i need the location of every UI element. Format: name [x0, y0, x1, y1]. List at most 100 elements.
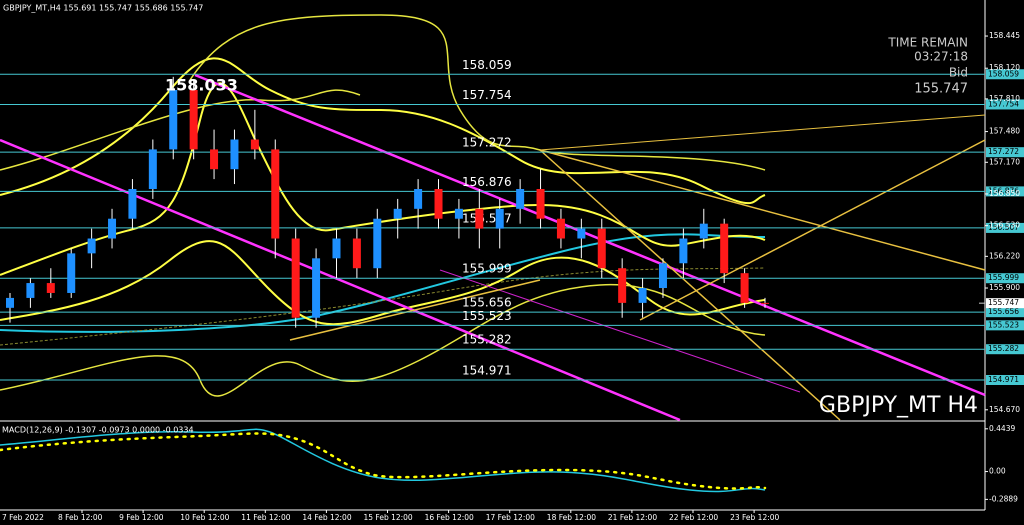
macd-tick-label: 0.00: [989, 467, 1006, 476]
time-remain: 03:27:18: [914, 50, 968, 64]
level-tag-label: 155.523: [988, 320, 1019, 329]
macd-line: [0, 428, 766, 493]
level-tag: [986, 320, 1024, 331]
candle-body: [536, 189, 545, 219]
x-tick-label: 16 Feb 12:00: [425, 513, 474, 522]
candle-body: [658, 263, 667, 289]
candle-body: [556, 218, 565, 239]
level-tag: [986, 99, 1024, 110]
candles: [6, 76, 769, 328]
y-tick-label: 158.120: [989, 63, 1020, 72]
channel-line: [194, 73, 986, 397]
x-tick-label: 10 Feb 12:00: [180, 513, 229, 522]
trend-line: [639, 139, 986, 321]
candle-body: [128, 189, 137, 219]
high-label: 158.033: [165, 76, 238, 95]
x-tick-label: 11 Feb 12:00: [241, 513, 290, 522]
y-tick-label: 156.220: [989, 251, 1020, 260]
level-label: 155.282: [462, 333, 512, 347]
candle-body: [577, 228, 586, 239]
candle-body: [189, 90, 198, 150]
level-label: 155.656: [462, 296, 512, 310]
candle-body: [373, 218, 382, 269]
candle-body: [740, 273, 749, 303]
candle-body: [434, 189, 443, 219]
level-label: 157.272: [462, 136, 512, 150]
signal-line: [0, 432, 767, 490]
x-tick-label: 9 Feb 12:00: [119, 513, 164, 522]
candle-body: [148, 149, 157, 190]
time-remain-label: TIME REMAIN: [887, 36, 968, 50]
x-tick-label: 15 Feb 12:00: [364, 513, 413, 522]
candle-body: [291, 238, 300, 318]
candle-body: [271, 149, 280, 239]
candle-body: [26, 283, 35, 298]
level-tag: [986, 273, 1024, 284]
macd-tick-label: -0.2889: [989, 494, 1018, 503]
bid-tag: [986, 298, 1024, 309]
level-tag-label: 157.272: [988, 147, 1019, 156]
trend-line: [539, 149, 986, 271]
candle-body: [699, 223, 708, 239]
x-tick-label: 18 Feb 12:00: [547, 513, 596, 522]
macd-label: MACD(12,26,9) -0.1307 -0.0973 0.0000 -0.…: [2, 426, 194, 435]
upper-band: [0, 57, 766, 205]
candle-body: [679, 238, 688, 264]
x-tick-label: 23 Feb 12:00: [730, 513, 779, 522]
trend-line: [539, 149, 841, 421]
y-tick-label: 156.530: [989, 221, 1020, 230]
candle-body: [475, 208, 484, 229]
level-tag-label: 157.754: [988, 99, 1019, 108]
level-label: 156.876: [462, 175, 512, 189]
candle-body: [250, 139, 259, 150]
y-tick-label: 156.850: [989, 189, 1020, 198]
level-tag-label: 158.059: [988, 69, 1019, 78]
outer-lower-band: [0, 283, 766, 397]
y-tick-label: 157.480: [989, 127, 1020, 136]
candle-body: [312, 258, 321, 318]
level-label: 155.523: [462, 309, 512, 323]
x-tick-label: 7 Feb 2022: [2, 513, 44, 522]
candle-body: [87, 238, 96, 254]
level-tag: [986, 307, 1024, 318]
level-label: 157.754: [462, 88, 512, 102]
candle-body: [46, 283, 55, 293]
level-tag-label: 156.507: [988, 223, 1019, 232]
level-label: 154.971: [462, 364, 512, 378]
level-tag: [986, 375, 1024, 385]
middle-band: [0, 82, 766, 276]
level-tag: [986, 344, 1024, 355]
candle-body: [169, 90, 178, 150]
candle-body: [352, 238, 361, 269]
macd-tick-label: 0.4439: [989, 424, 1015, 433]
level-tag: [986, 69, 1024, 80]
macd-lines: [0, 428, 767, 493]
bid-tag-label: 155.747: [988, 298, 1019, 307]
candle-body: [210, 149, 219, 170]
level-tag-label: 156.876: [988, 186, 1019, 195]
outer-band: [0, 89, 361, 171]
candle-body: [393, 208, 402, 219]
candle-body: [67, 253, 76, 293]
header: GBPJPY_MT,H4 155.691 155.747 155.686 155…: [3, 4, 203, 13]
trend-line: [289, 279, 541, 341]
candle-body: [761, 302, 769, 304]
y-tick-label: 157.810: [989, 94, 1020, 103]
y-tick-label: 154.670: [989, 405, 1020, 414]
level-tag-label: 155.999: [988, 273, 1019, 282]
candle-body: [108, 218, 117, 239]
outer-upper-band: [189, 14, 766, 171]
candle-body: [516, 189, 525, 209]
candle-body: [495, 208, 504, 229]
bid: 155.747: [914, 82, 968, 97]
indicators: [0, 14, 986, 422]
x-tick-label: 14 Feb 12:00: [302, 513, 351, 522]
level-label: 156.507: [462, 211, 512, 225]
trend-line: [539, 114, 986, 151]
candle-body: [597, 228, 606, 269]
symbol-label: GBPJPY_MT H4: [819, 393, 978, 418]
moving-average: [0, 233, 766, 333]
candle-body: [638, 288, 647, 303]
x-tick-label: 22 Feb 12:00: [669, 513, 718, 522]
